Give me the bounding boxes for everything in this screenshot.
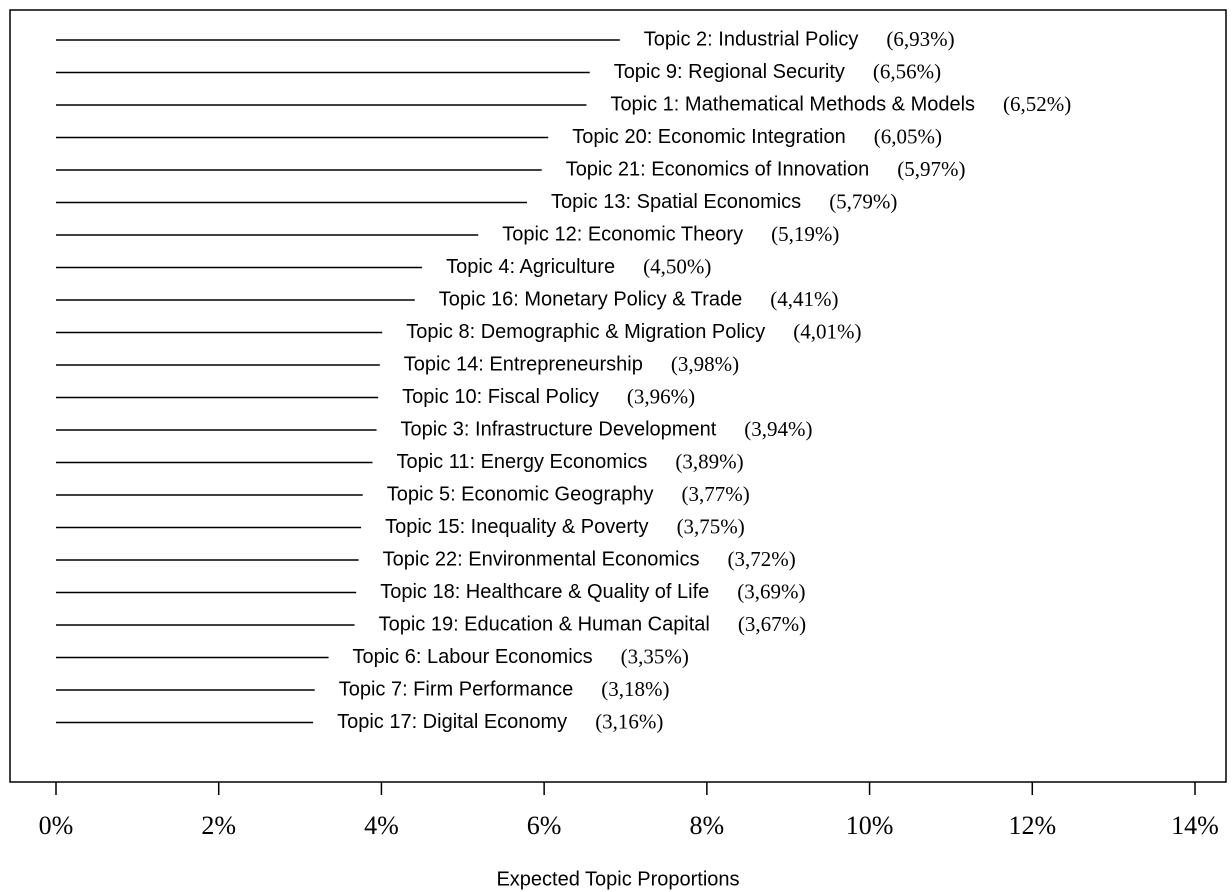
category-label: Topic 15: Inequality & Poverty: [385, 516, 648, 538]
x-tick-label: 6%: [527, 811, 562, 840]
value-label: (3,35%): [621, 644, 689, 668]
value-label: (5,79%): [829, 189, 897, 213]
category-label: Topic 22: Environmental Economics: [383, 548, 700, 570]
x-tick-label: 14%: [1171, 811, 1219, 840]
category-label: Topic 20: Economic Integration: [572, 126, 846, 148]
category-label: Topic 10: Fiscal Policy: [402, 386, 599, 408]
category-label: Topic 5: Economic Geography: [387, 483, 654, 505]
category-label: Topic 14: Entrepreneurship: [404, 353, 643, 375]
value-label: (5,19%): [771, 222, 839, 246]
value-label: (3,67%): [738, 612, 806, 636]
value-label: (3,69%): [737, 579, 805, 603]
x-axis-label: Expected Topic Proportions: [496, 868, 739, 890]
category-label: Topic 4: Agriculture: [446, 256, 615, 278]
value-label: (4,41%): [770, 287, 838, 311]
plot-frame: [9, 9, 1227, 783]
value-label: (3,94%): [744, 417, 812, 441]
value-label: (4,50%): [643, 254, 711, 278]
category-label: Topic 9: Regional Security: [614, 61, 845, 83]
value-label: (6,05%): [874, 124, 942, 148]
category-label: Topic 8: Demographic & Migration Policy: [406, 321, 765, 343]
value-label: (3,75%): [677, 514, 745, 538]
x-tick-label: 12%: [1008, 811, 1056, 840]
value-label: (3,89%): [675, 449, 743, 473]
category-label: Topic 2: Industrial Policy: [644, 28, 859, 50]
value-label: (3,96%): [627, 384, 695, 408]
value-label: (6,56%): [873, 59, 941, 83]
value-label: (6,52%): [1003, 92, 1071, 116]
value-label: (3,18%): [601, 677, 669, 701]
category-label: Topic 13: Spatial Economics: [551, 191, 801, 213]
category-label: Topic 3: Infrastructure Development: [401, 418, 717, 440]
category-label: Topic 1: Mathematical Methods & Models: [610, 93, 975, 115]
x-tick-label: 0%: [39, 811, 74, 840]
category-label: Topic 21: Economics of Innovation: [566, 158, 870, 180]
category-label: Topic 18: Healthcare & Quality of Life: [380, 581, 709, 603]
value-label: (6,93%): [886, 27, 954, 51]
x-tick-label: 4%: [364, 811, 399, 840]
value-label: (4,01%): [793, 319, 861, 343]
value-label: (3,72%): [727, 547, 795, 571]
x-tick-label: 2%: [201, 811, 236, 840]
value-label: (3,98%): [671, 352, 739, 376]
value-label: (3,77%): [682, 482, 750, 506]
value-label: (5,97%): [897, 157, 965, 181]
category-label: Topic 11: Energy Economics: [396, 451, 647, 473]
category-label: Topic 17: Digital Economy: [337, 711, 567, 733]
x-tick-label: 10%: [846, 811, 894, 840]
category-label: Topic 12: Economic Theory: [502, 223, 743, 245]
value-label: (3,16%): [595, 709, 663, 733]
category-label: Topic 16: Monetary Policy & Trade: [439, 288, 742, 310]
category-label: Topic 19: Education & Human Capital: [379, 613, 710, 635]
category-label: Topic 6: Labour Economics: [353, 646, 593, 668]
category-label: Topic 7: Firm Performance: [339, 678, 574, 700]
x-tick-label: 8%: [690, 811, 725, 840]
